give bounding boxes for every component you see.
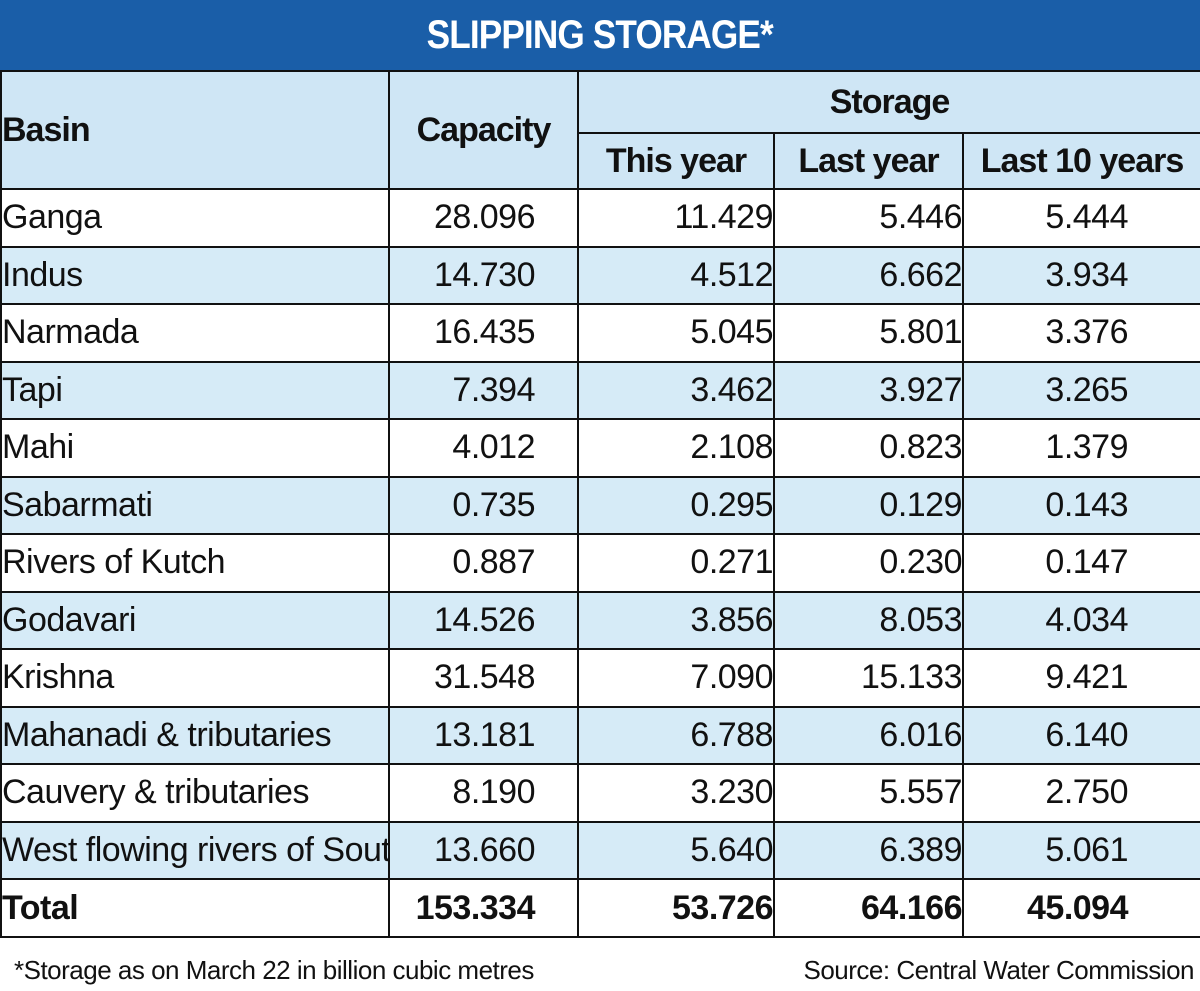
cell-capacity: 0.735 bbox=[388, 475, 579, 535]
cell-this-year: 0.295 bbox=[577, 475, 775, 535]
cell-basin: Cauvery & tributaries bbox=[0, 763, 390, 823]
cell-basin: Krishna bbox=[0, 648, 390, 708]
cell-last-year: 3.927 bbox=[773, 360, 964, 420]
cell-basin: Indus bbox=[0, 245, 390, 305]
cell-this-year: 4.512 bbox=[577, 245, 775, 305]
table-row: West flowing rivers of South 13.660 5.640 6… bbox=[0, 820, 1200, 880]
cell-basin: Tapi bbox=[0, 360, 390, 420]
cell-last-10-years: 1.379 bbox=[962, 418, 1200, 478]
total-last-year: 64.166 bbox=[773, 878, 964, 938]
cell-basin: Ganga bbox=[0, 188, 390, 248]
cell-last-10-years: 5.444 bbox=[962, 188, 1200, 248]
footnote: *Storage as on March 22 in billion cubic… bbox=[14, 955, 534, 985]
cell-last-year: 5.801 bbox=[773, 303, 964, 363]
cell-capacity: 13.660 bbox=[388, 820, 579, 880]
cell-this-year: 6.788 bbox=[577, 705, 775, 765]
table-row: Krishna 31.548 7.090 15.133 9.421 bbox=[0, 648, 1200, 708]
footer: *Storage as on March 22 in billion cubic… bbox=[0, 947, 1200, 991]
header-basin: Basin bbox=[0, 70, 390, 190]
cell-last-year: 15.133 bbox=[773, 648, 964, 708]
table-row: Ganga 28.096 11.429 5.446 5.444 bbox=[0, 188, 1200, 248]
cell-last-10-years: 3.376 bbox=[962, 303, 1200, 363]
cell-basin: Mahanadi & tributaries bbox=[0, 705, 390, 765]
table-row: Godavari 14.526 3.856 8.053 4.034 bbox=[0, 590, 1200, 650]
cell-capacity: 0.887 bbox=[388, 533, 579, 593]
cell-last-10-years: 4.034 bbox=[962, 590, 1200, 650]
cell-this-year: 3.230 bbox=[577, 763, 775, 823]
cell-last-year: 0.129 bbox=[773, 475, 964, 535]
cell-this-year: 5.045 bbox=[577, 303, 775, 363]
header-storage: Storage bbox=[577, 70, 1200, 134]
total-label: Total bbox=[0, 878, 390, 938]
table-row: Indus 14.730 4.512 6.662 3.934 bbox=[0, 245, 1200, 305]
cell-last-10-years: 0.147 bbox=[962, 533, 1200, 593]
cell-this-year: 3.462 bbox=[577, 360, 775, 420]
cell-this-year: 0.271 bbox=[577, 533, 775, 593]
cell-last-year: 0.823 bbox=[773, 418, 964, 478]
storage-table: Basin Capacity Storage This year Last ye… bbox=[0, 70, 1200, 938]
cell-capacity: 14.730 bbox=[388, 245, 579, 305]
cell-last-10-years: 6.140 bbox=[962, 705, 1200, 765]
table-row: Mahanadi & tributaries 13.181 6.788 6.016 6.… bbox=[0, 705, 1200, 765]
cell-last-10-years: 9.421 bbox=[962, 648, 1200, 708]
header-this-year: This year bbox=[577, 132, 775, 190]
header-last-10-years: Last 10 years bbox=[962, 132, 1200, 190]
header-last-year: Last year bbox=[773, 132, 964, 190]
page-title: SLIPPING STORAGE* bbox=[426, 12, 774, 57]
cell-last-10-years: 3.934 bbox=[962, 245, 1200, 305]
table-row: Rivers of Kutch 0.887 0.271 0.230 0.147 bbox=[0, 533, 1200, 593]
cell-last-year: 6.389 bbox=[773, 820, 964, 880]
cell-last-10-years: 2.750 bbox=[962, 763, 1200, 823]
title-bar: SLIPPING STORAGE* bbox=[0, 0, 1200, 70]
cell-this-year: 3.856 bbox=[577, 590, 775, 650]
cell-last-10-years: 0.143 bbox=[962, 475, 1200, 535]
cell-last-10-years: 3.265 bbox=[962, 360, 1200, 420]
total-capacity: 153.334 bbox=[388, 878, 579, 938]
cell-capacity: 13.181 bbox=[388, 705, 579, 765]
cell-capacity: 4.012 bbox=[388, 418, 579, 478]
header-capacity: Capacity bbox=[388, 70, 579, 190]
table-row: Narmada 16.435 5.045 5.801 3.376 bbox=[0, 303, 1200, 363]
cell-last-year: 6.662 bbox=[773, 245, 964, 305]
cell-last-year: 8.053 bbox=[773, 590, 964, 650]
cell-this-year: 7.090 bbox=[577, 648, 775, 708]
cell-basin: Sabarmati bbox=[0, 475, 390, 535]
cell-last-year: 6.016 bbox=[773, 705, 964, 765]
cell-basin: West flowing rivers of South bbox=[0, 820, 390, 880]
cell-last-year: 5.446 bbox=[773, 188, 964, 248]
table-row: Cauvery & tributaries 8.190 3.230 5.557 2.75… bbox=[0, 763, 1200, 823]
table-body: Ganga 28.096 11.429 5.446 5.444 Indus 14.730 4.… bbox=[0, 188, 1200, 938]
cell-capacity: 14.526 bbox=[388, 590, 579, 650]
table-row: Tapi 7.394 3.462 3.927 3.265 bbox=[0, 360, 1200, 420]
source-credit: Source: Central Water Commission bbox=[803, 955, 1195, 985]
cell-this-year: 11.429 bbox=[577, 188, 775, 248]
cell-basin: Godavari bbox=[0, 590, 390, 650]
cell-basin: Rivers of Kutch bbox=[0, 533, 390, 593]
total-row: Total 153.334 53.726 64.166 45.094 bbox=[0, 878, 1200, 938]
cell-basin: Mahi bbox=[0, 418, 390, 478]
cell-capacity: 16.435 bbox=[388, 303, 579, 363]
table-row: Mahi 4.012 2.108 0.823 1.379 bbox=[0, 418, 1200, 478]
cell-capacity: 28.096 bbox=[388, 188, 579, 248]
cell-this-year: 5.640 bbox=[577, 820, 775, 880]
cell-capacity: 31.548 bbox=[388, 648, 579, 708]
table-row: Sabarmati 0.735 0.295 0.129 0.143 bbox=[0, 475, 1200, 535]
cell-basin: Narmada bbox=[0, 303, 390, 363]
cell-last-10-years: 5.061 bbox=[962, 820, 1200, 880]
cell-last-year: 0.230 bbox=[773, 533, 964, 593]
total-this-year: 53.726 bbox=[577, 878, 775, 938]
cell-capacity: 7.394 bbox=[388, 360, 579, 420]
cell-this-year: 2.108 bbox=[577, 418, 775, 478]
cell-capacity: 8.190 bbox=[388, 763, 579, 823]
cell-last-year: 5.557 bbox=[773, 763, 964, 823]
total-last-10-years: 45.094 bbox=[962, 878, 1200, 938]
